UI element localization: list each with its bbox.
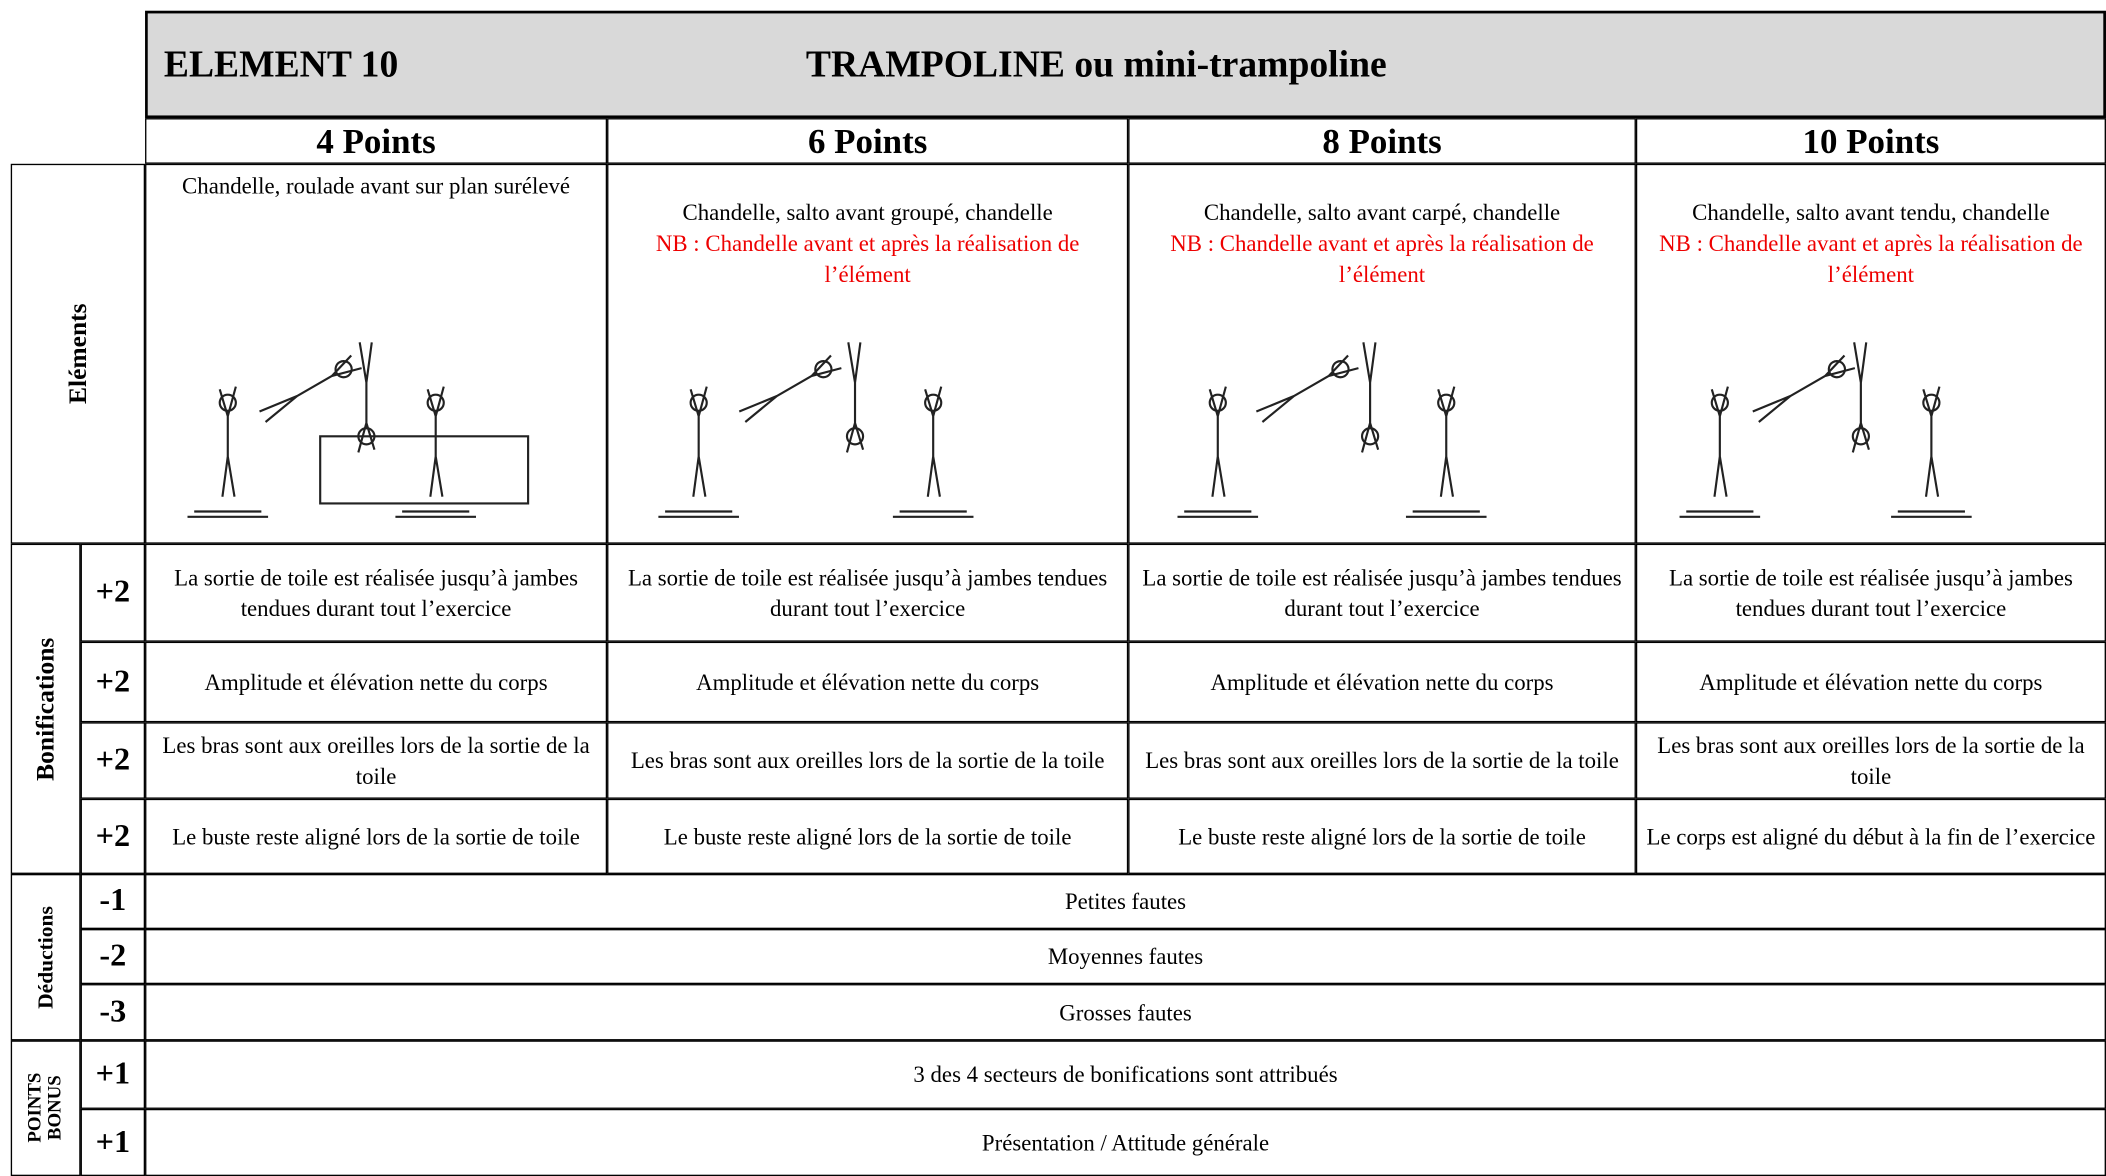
illustration [1177,342,1487,518]
illustration [187,342,530,518]
section-label: Déductions [34,905,58,1009]
points: -2 [80,929,146,985]
criterion: Les bras sont aux oreilles lors de la so… [145,722,608,799]
points: +1 [80,1108,146,1176]
criterion: Le buste reste aligné lors de la sortie … [607,798,1129,874]
criterion: Le buste reste aligné lors de la sortie … [145,798,608,874]
points: +2 [80,722,146,799]
criterion: Le corps est aligné du début à la fin de… [1635,798,2106,874]
section-label: Bonifications [31,637,60,781]
column-header: 6 Points [607,118,1129,164]
element-cell: Chandelle, salto avant carpé, chandelle N… [1128,163,1636,544]
points: +2 [80,543,146,642]
element-text: Chandelle, salto avant carpé, chandelle [1203,200,1561,226]
element-number: ELEMENT 10 [163,43,399,86]
criterion: Les bras sont aux oreilles lors de la so… [1635,722,2106,799]
illustration [658,342,974,518]
criterion: Le buste reste aligné lors de la sortie … [1128,798,1636,874]
bonus-criterion: Présentation / Attitude générale [145,1108,2106,1176]
element-note: NB : Chandelle avant et après la réalisa… [1170,230,1594,288]
column-header: 8 Points [1128,118,1636,164]
criterion: La sortie de toile est réalisée jusqu’à … [1635,543,2106,642]
element-text: Chandelle, salto avant tendu, chandelle [1692,200,2050,226]
criterion: Amplitude et élévation nette du corps [1635,641,2106,723]
fault: Moyennes fautes [145,929,2106,985]
element-cell: Chandelle, salto avant tendu, chandelle N… [1635,163,2106,544]
bonus-criterion: 3 des 4 secteurs de bonifications sont a… [145,1040,2106,1109]
criterion: Amplitude et élévation nette du corps [607,641,1129,723]
points: -1 [80,873,146,930]
cell-text: Chandelle, salto avant carpé, chandelle N… [1138,197,1627,290]
column-header: 10 Points [1635,118,2106,164]
element-cell: Chandelle, salto avant groupé, chandelle… [607,163,1129,544]
element-text: Chandelle, salto avant groupé, chandelle [682,200,1053,226]
points: -3 [80,984,146,1041]
illustration [1679,342,1972,518]
bonifications-label: Bonifications [10,543,81,874]
header-row: ELEMENT 10 TRAMPOLINE ou mini-trampoline [145,10,2106,119]
points: +2 [80,641,146,723]
criterion: La sortie de toile est réalisée jusqu’à … [607,543,1129,642]
section-label: POINTS [25,1073,46,1144]
points: +1 [80,1040,146,1109]
criterion: Les bras sont aux oreilles lors de la so… [1128,722,1636,799]
elements-label: Eléments [10,163,146,544]
column-header: 4 Points [145,118,608,164]
points: +2 [80,798,146,874]
section-label: BONUS [45,1075,66,1141]
fault: Grosses fautes [145,984,2106,1041]
cell-text: Chandelle, salto avant tendu, chandelle N… [1645,197,2096,290]
criterion: Amplitude et élévation nette du corps [145,641,608,723]
element-note: NB : Chandelle avant et après la réalisa… [1659,230,2083,288]
cell-text: Chandelle, salto avant groupé, chandelle… [616,197,1118,290]
header-title: TRAMPOLINE ou mini-trampoline [805,43,1387,86]
element-text: Chandelle, roulade avant sur plan suréle… [182,173,571,199]
bonus-label: POINTS BONUS [10,1040,81,1176]
fault: Petites fautes [145,873,2106,930]
criterion: Les bras sont aux oreilles lors de la so… [607,722,1129,799]
deductions-label: Déductions [10,873,81,1041]
criterion: La sortie de toile est réalisée jusqu’à … [1128,543,1636,642]
element-note: NB : Chandelle avant et après la réalisa… [655,230,1080,288]
criterion: Amplitude et élévation nette du corps [1128,641,1636,723]
section-label: Eléments [63,303,93,405]
cell-text: Chandelle, roulade avant sur plan suréle… [182,170,570,201]
element-cell: Chandelle, roulade avant sur plan suréle… [145,163,608,544]
criterion: La sortie de toile est réalisée jusqu’à … [145,543,608,642]
